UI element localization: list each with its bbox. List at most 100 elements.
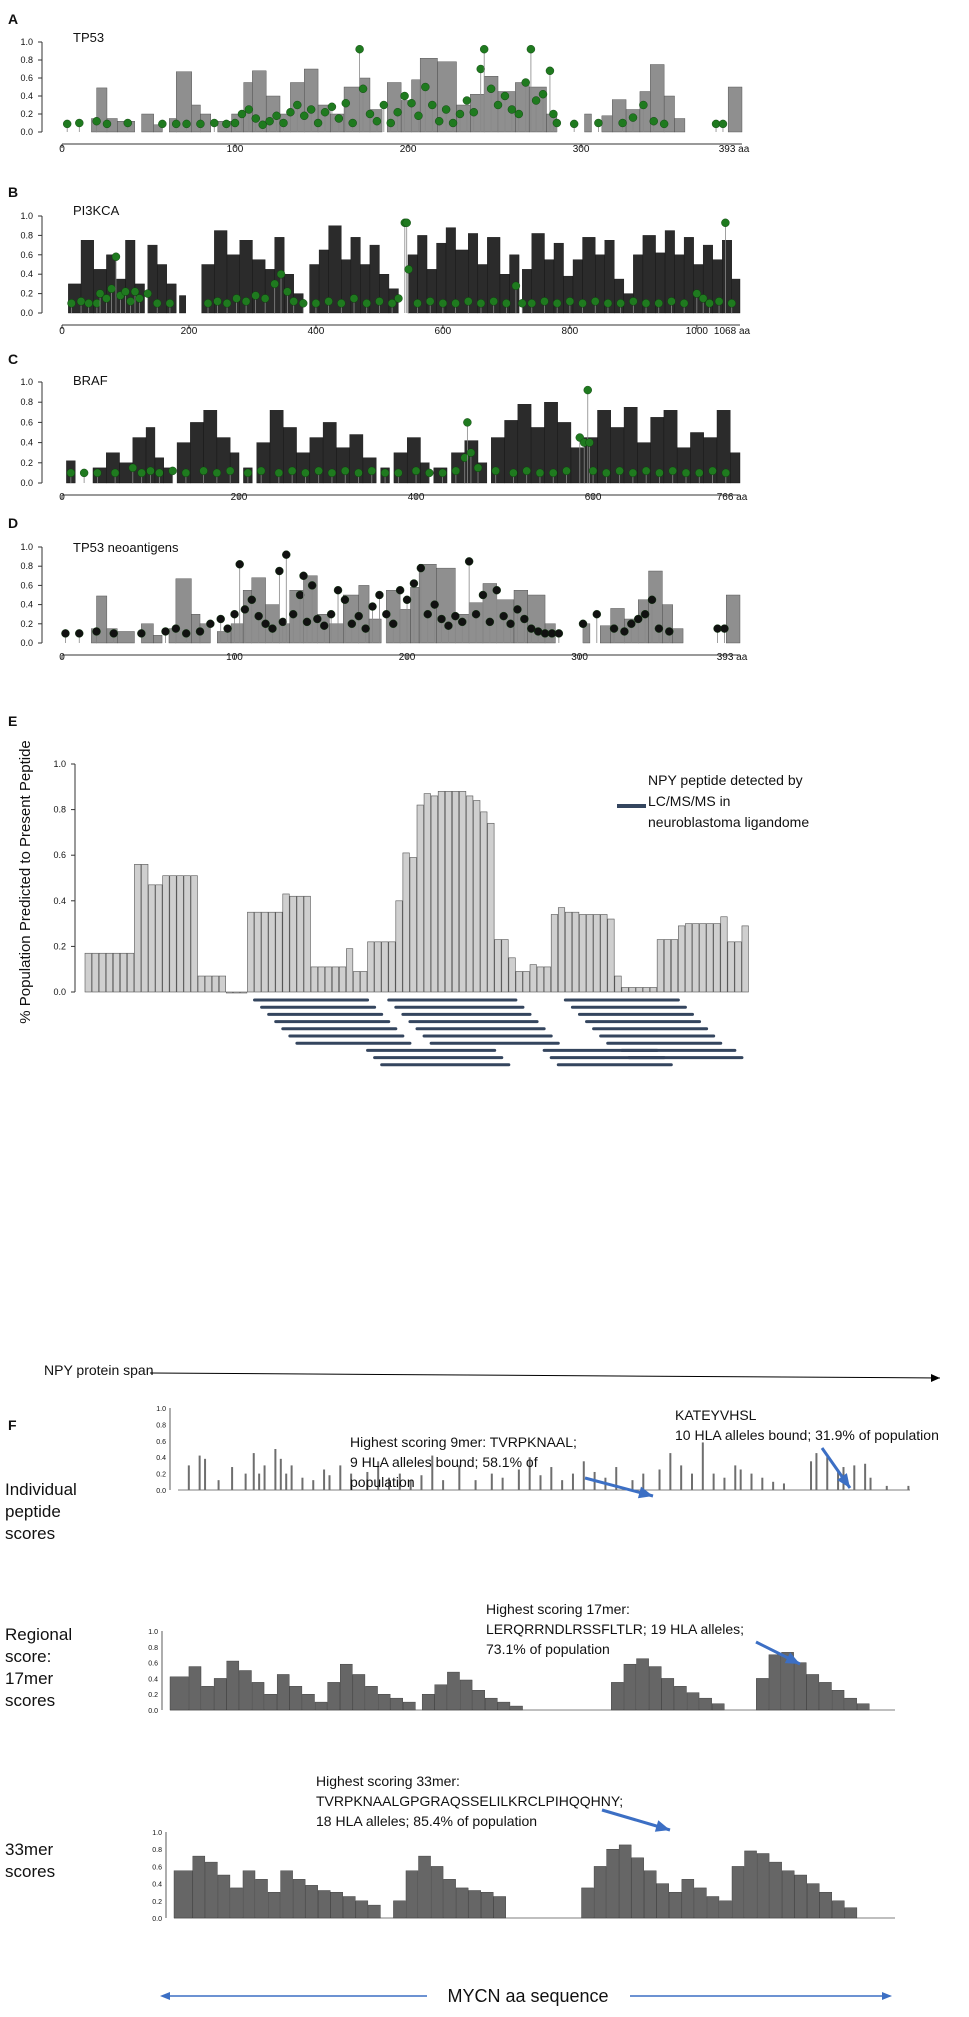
x-tick-label: 0	[59, 326, 65, 337]
lollipop-point	[341, 98, 350, 108]
legend-label: NPY peptide detected by LC/MS/MS in neurob…	[648, 772, 809, 830]
lollipop-point	[441, 105, 451, 114]
bar	[642, 987, 650, 993]
bar	[480, 811, 488, 993]
lollipop-point	[306, 105, 316, 114]
lollipop-point	[225, 466, 235, 476]
bar	[305, 1885, 318, 1919]
lollipop-point	[314, 466, 323, 476]
bar	[692, 923, 700, 993]
bar	[581, 1887, 594, 1919]
lollipop-point	[520, 614, 529, 624]
x-arrow-head-right	[882, 1992, 892, 2000]
y-tick-label: 0.8	[20, 230, 33, 240]
row-label-line: Regional	[5, 1625, 72, 1644]
lollipop-point	[659, 119, 669, 129]
bar	[515, 971, 523, 993]
y-tick-label: 0.8	[148, 1645, 158, 1652]
lollipop-point	[213, 297, 222, 306]
bar	[716, 410, 731, 484]
annotation-text: Highest scoring 33mer:	[316, 1773, 460, 1789]
bar	[678, 925, 686, 993]
lollipop-point	[720, 624, 729, 633]
lollipop-point	[320, 107, 330, 117]
bar	[324, 966, 332, 993]
lollipop-point	[299, 571, 308, 580]
lollipop-point	[721, 218, 730, 227]
lollipop-point	[256, 466, 266, 476]
bar	[267, 1891, 281, 1919]
annotation-text: LERQRRNDLRSSFLTLR; 19 HLA alleles;	[486, 1621, 744, 1637]
y-tick-label: 0.0	[20, 478, 33, 488]
bar	[656, 939, 664, 993]
bar	[310, 966, 318, 993]
bar	[731, 1866, 745, 1919]
lollipop-point	[413, 299, 422, 308]
lollipop-point	[313, 118, 323, 128]
lollipop-point	[511, 281, 521, 291]
bar	[402, 852, 410, 993]
bar	[166, 283, 177, 314]
lollipop-point	[535, 468, 545, 478]
lollipop-point	[243, 468, 253, 478]
x-tick-label: 0	[59, 652, 65, 663]
annotation-text: 9 HLA alleles bound; 58.1% of	[350, 1454, 538, 1470]
lollipop-point	[241, 297, 251, 306]
lollipop-point	[620, 627, 629, 636]
y-tick-label: 0.2	[152, 1899, 162, 1906]
lollipop-point	[165, 299, 175, 308]
annotation-arrow-head	[837, 1473, 850, 1488]
bar	[98, 952, 106, 993]
bar	[610, 427, 625, 484]
lollipop-point	[425, 468, 434, 478]
lollipop-point	[171, 624, 181, 633]
lollipop-point	[232, 294, 241, 303]
lollipop-point	[552, 118, 562, 128]
bar	[197, 975, 205, 993]
lollipop-point	[583, 385, 592, 395]
bar	[230, 623, 244, 644]
lollipop-point	[107, 284, 116, 293]
bar	[233, 991, 241, 994]
y-axis-title: % Population Predicted to Present Peptid…	[17, 740, 34, 1024]
lollipop-point	[143, 289, 152, 298]
bar	[430, 1866, 444, 1919]
lollipop-point	[513, 605, 522, 614]
lollipop-point	[641, 299, 651, 308]
bar	[744, 1850, 757, 1919]
bar	[368, 618, 382, 644]
lollipop-point	[368, 602, 377, 611]
bar	[565, 911, 573, 993]
lollipop-point	[199, 466, 208, 476]
lollipop-point	[438, 468, 447, 478]
x-arrow-line	[149, 1372, 941, 1379]
bar	[493, 1896, 506, 1919]
lollipop-point	[75, 118, 84, 128]
lollipop-point	[311, 299, 321, 308]
lollipop-point	[258, 120, 267, 130]
lollipop-point	[337, 299, 346, 308]
lollipop-point	[615, 466, 624, 476]
lollipop-point	[320, 621, 329, 630]
bar	[768, 1654, 782, 1711]
lollipop-point	[647, 595, 657, 604]
legend-line: neuroblastoma ligandome	[648, 814, 809, 830]
lollipop-point	[654, 624, 664, 633]
lollipop-point	[93, 468, 102, 478]
lollipop-point	[411, 466, 421, 476]
lollipop-point	[379, 100, 389, 110]
lollipop-point	[493, 100, 503, 110]
y-tick-label: 1.0	[20, 377, 33, 387]
x-tick-label: 200	[400, 144, 417, 155]
lollipop-point	[463, 418, 472, 427]
bar	[395, 900, 403, 993]
bar	[670, 939, 679, 993]
bar	[279, 623, 290, 644]
bar	[134, 864, 142, 993]
lollipop-point	[727, 299, 736, 308]
bar	[807, 1883, 820, 1919]
lollipop-point	[509, 468, 518, 478]
lollipop-point	[451, 466, 461, 476]
y-tick-label: 0.8	[20, 561, 33, 571]
